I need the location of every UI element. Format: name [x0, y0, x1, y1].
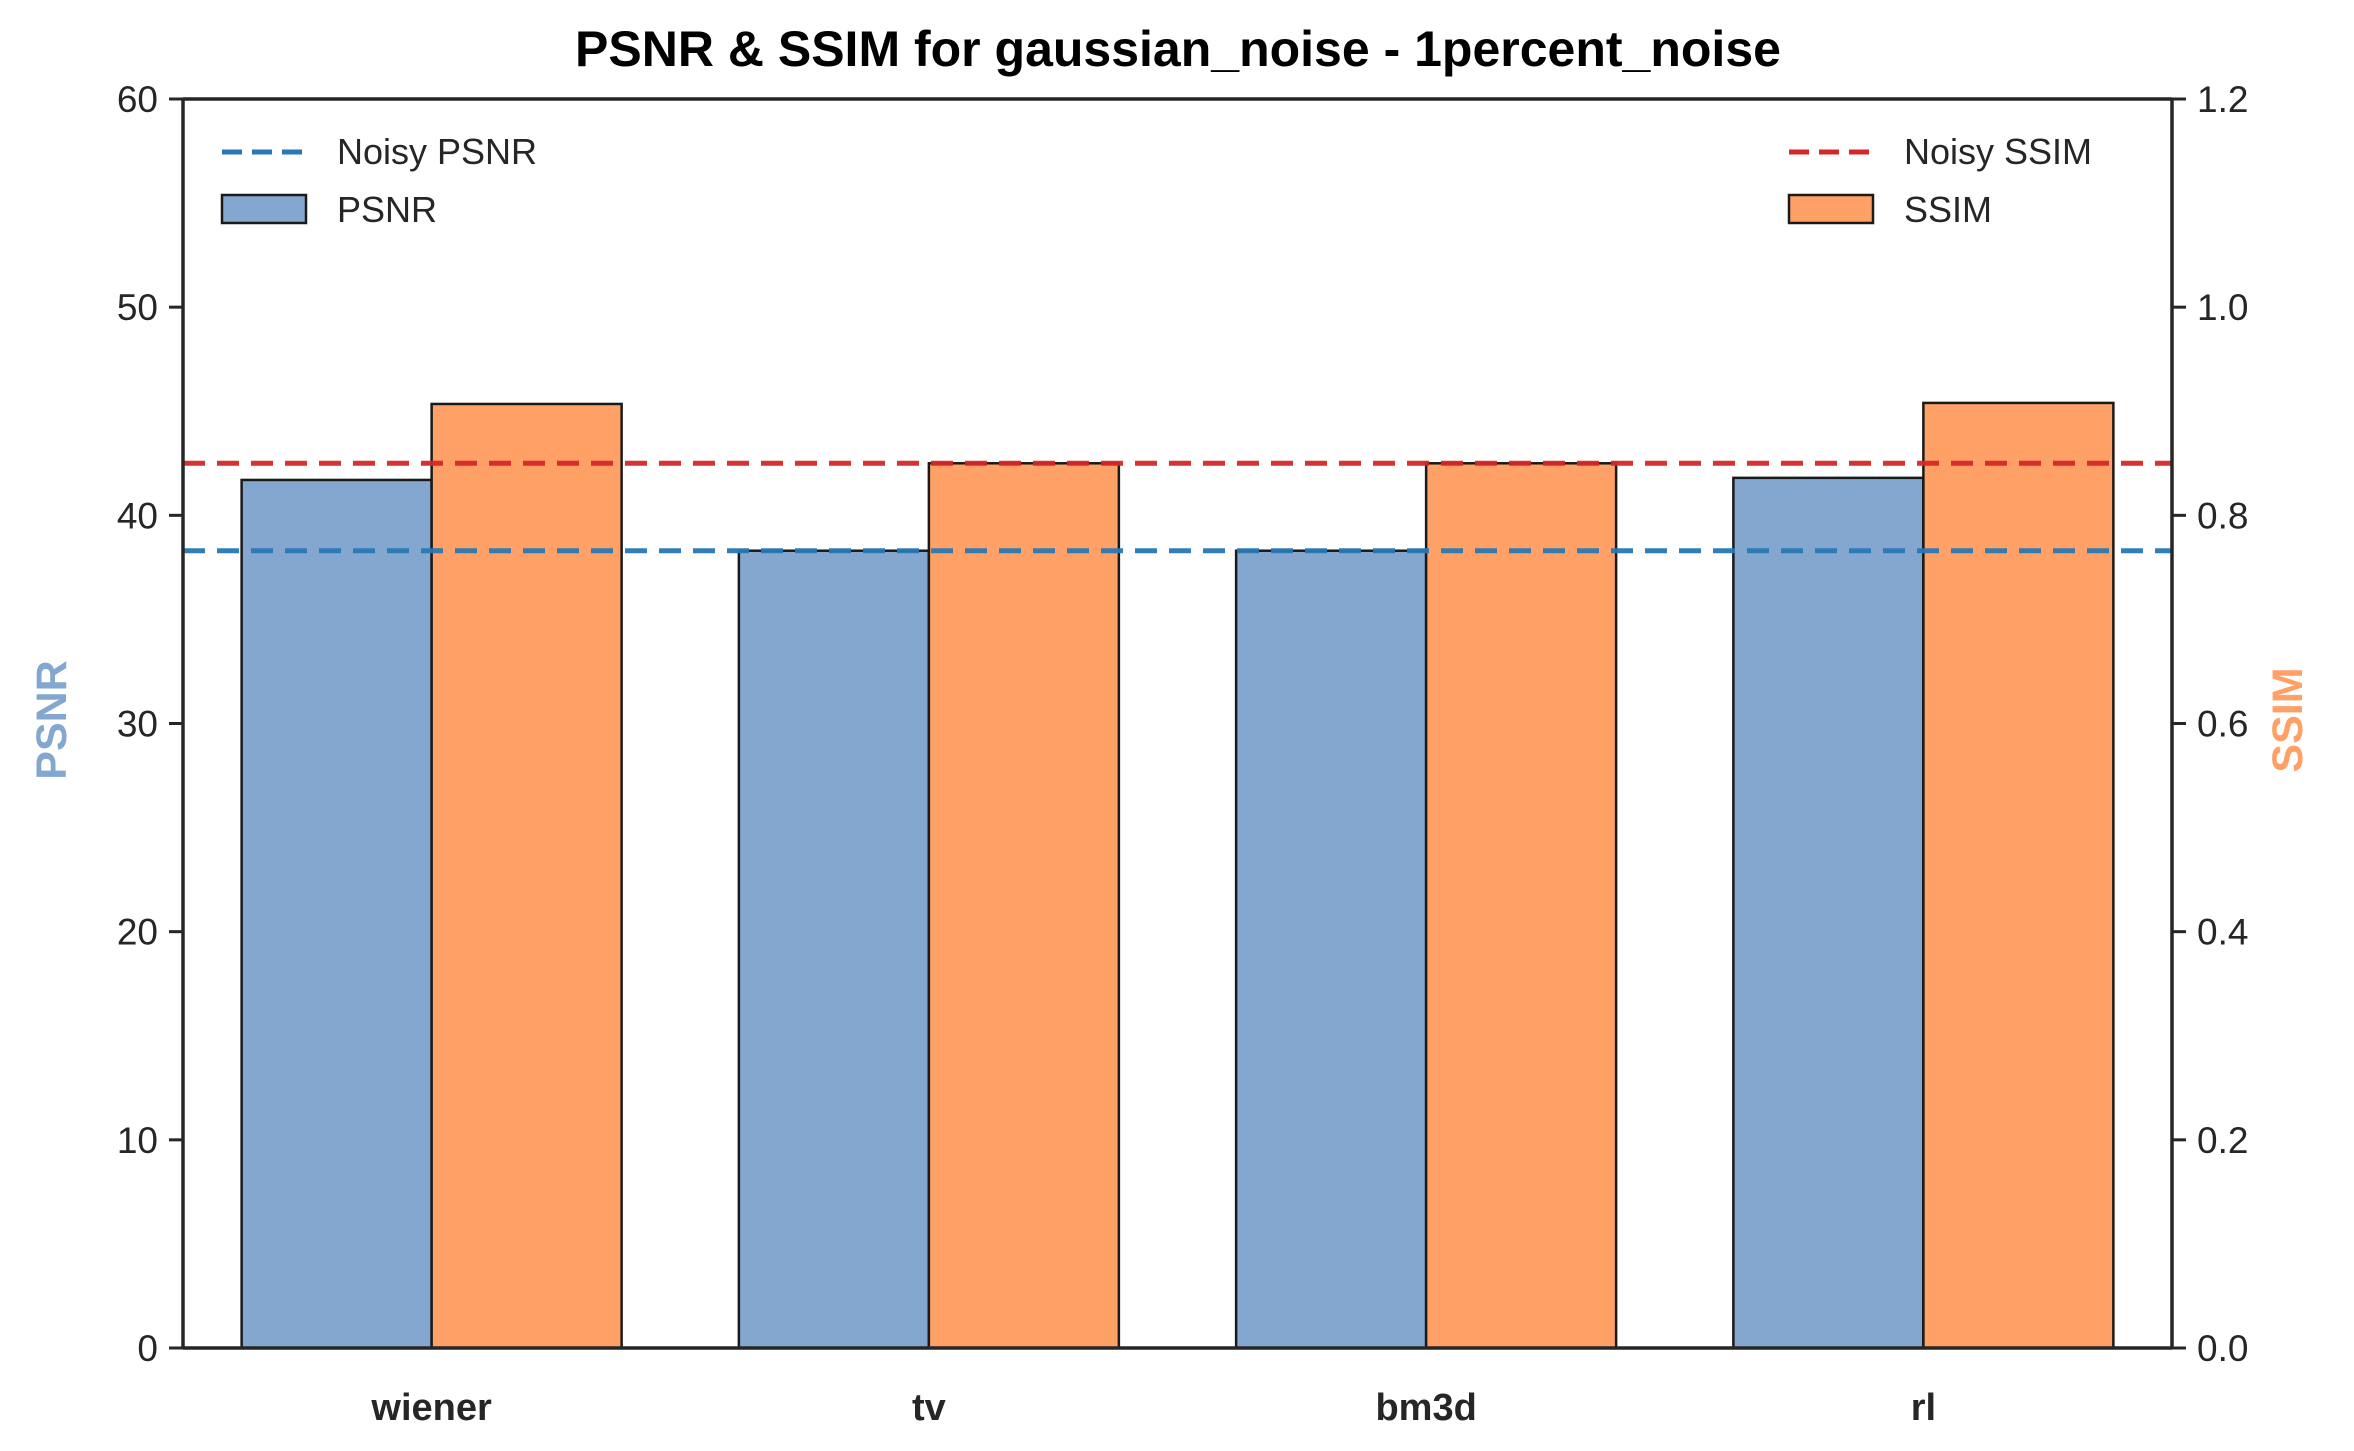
- bar-psnr-bm3d: [1234, 549, 1428, 1350]
- y-right-tick-label: 1.2: [2197, 79, 2248, 120]
- chart-title: PSNR & SSIM for gaussian_noise - 1percen…: [575, 21, 1781, 77]
- y-left-tick-label: 10: [117, 1120, 158, 1161]
- y-right-tick-label: 0.2: [2197, 1120, 2248, 1161]
- y-right-tick-label: 0.6: [2197, 704, 2248, 745]
- y-left-tick-label: 0: [137, 1328, 158, 1369]
- reference-lines-layer: [183, 460, 2172, 554]
- y-right-tick-label: 1.0: [2197, 287, 2248, 328]
- bar-ssim-bm3d: [1424, 462, 1618, 1350]
- y-right-tick-label: 0.4: [2197, 912, 2248, 953]
- bar-psnr-rl: [1732, 476, 1925, 1350]
- bars-layer: [240, 401, 2115, 1350]
- y-right-tick-label: 0.8: [2197, 495, 2248, 536]
- legend-ssim-swatch: [1787, 193, 1875, 225]
- y-axis-left-label: PSNR: [28, 660, 76, 779]
- legend-left: Noisy PSNR PSNR: [220, 131, 537, 230]
- x-tick-label: wiener: [370, 1387, 492, 1429]
- x-tick-label: tv: [912, 1387, 946, 1429]
- legend-right: Noisy SSIM SSIM: [1787, 131, 2092, 230]
- y-left-tick-label: 50: [117, 287, 158, 328]
- legend-ssim-label: SSIM: [1904, 189, 1992, 230]
- legend-psnr-label: PSNR: [337, 189, 437, 230]
- bar-psnr-tv: [737, 549, 931, 1350]
- y-left-tick-label: 60: [117, 79, 158, 120]
- y-left-tick-label: 30: [117, 704, 158, 745]
- x-tick-label: bm3d: [1375, 1387, 1476, 1429]
- legend-noisy-ssim-label: Noisy SSIM: [1904, 131, 2092, 172]
- y-left-tick-label: 20: [117, 912, 158, 953]
- bar-ssim-wiener: [430, 402, 623, 1350]
- bar-ssim-rl: [1922, 401, 2115, 1350]
- ticks-layer: wiener tv bm3d rl 0 0.0 10 0.2 20 0.4 30 0.6 40 0.8 50…: [117, 79, 2249, 1429]
- bar-psnr-wiener: [240, 478, 433, 1350]
- y-left-tick-label: 40: [117, 495, 158, 536]
- legend-psnr-swatch: [220, 193, 308, 225]
- x-tick-label: rl: [1911, 1387, 1936, 1429]
- y-right-tick-label: 0.0: [2197, 1328, 2248, 1369]
- legend-noisy-psnr-label: Noisy PSNR: [337, 131, 537, 172]
- bar-ssim-tv: [927, 462, 1121, 1350]
- y-axis-right-label: SSIM: [2264, 667, 2312, 772]
